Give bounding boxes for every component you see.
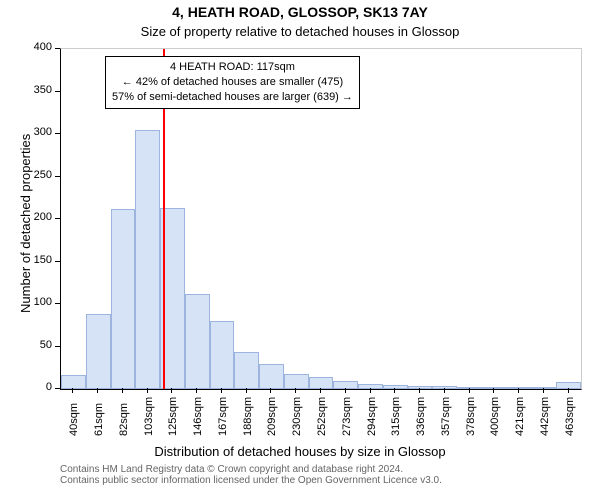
histogram-bar (259, 364, 284, 390)
footer-line-1: Contains HM Land Registry data © Crown c… (60, 464, 442, 475)
x-tick-mark (493, 388, 494, 393)
histogram-bar (333, 381, 358, 389)
x-tick-mark (370, 388, 371, 393)
x-tick-mark (444, 388, 445, 393)
x-tick-mark (469, 388, 470, 393)
x-tick-mark (72, 388, 73, 393)
x-tick-mark (543, 388, 544, 393)
y-tick-mark (55, 388, 60, 389)
x-tick-label: 230sqm (291, 397, 303, 436)
y-tick-mark (55, 218, 60, 219)
x-tick-label: 336sqm (415, 397, 427, 436)
x-tick-mark (518, 388, 519, 393)
y-tick-mark (55, 48, 60, 49)
x-tick-label: 294sqm (366, 397, 378, 436)
x-tick-mark (568, 388, 569, 393)
histogram-bar (284, 374, 309, 389)
x-tick-label: 103sqm (143, 397, 155, 436)
x-tick-mark (419, 388, 420, 393)
y-tick-mark (55, 303, 60, 304)
callout-line-1: 4 HEATH ROAD: 117sqm (112, 60, 353, 75)
x-tick-label: 315sqm (390, 397, 402, 436)
y-tick-mark (55, 261, 60, 262)
x-tick-label: 40sqm (68, 403, 80, 436)
y-tick-mark (55, 133, 60, 134)
x-tick-mark (394, 388, 395, 393)
callout-line-3: 57% of semi-detached houses are larger (… (112, 90, 353, 105)
x-tick-label: 273sqm (341, 397, 353, 436)
histogram-bar (210, 321, 235, 389)
x-tick-label: 82sqm (118, 403, 130, 436)
x-tick-mark (270, 388, 271, 393)
x-tick-mark (97, 388, 98, 393)
chart-container: 4, HEATH ROAD, GLOSSOP, SK13 7AY Size of… (0, 0, 600, 500)
y-axis-label: Number of detached properties (18, 134, 33, 313)
y-tick-mark (55, 91, 60, 92)
y-tick-label: 400 (0, 41, 52, 53)
x-tick-label: 421sqm (514, 397, 526, 436)
histogram-bar (358, 384, 383, 389)
histogram-bar (86, 314, 111, 389)
annotation-callout: 4 HEATH ROAD: 117sqm ← 42% of detached h… (105, 56, 360, 109)
x-tick-label: 209sqm (266, 397, 278, 436)
histogram-bar (135, 130, 160, 389)
x-tick-label: 146sqm (192, 397, 204, 436)
y-tick-mark (55, 176, 60, 177)
x-tick-mark (122, 388, 123, 393)
footer-attribution: Contains HM Land Registry data © Crown c… (60, 464, 442, 486)
x-tick-mark (345, 388, 346, 393)
chart-title: 4, HEATH ROAD, GLOSSOP, SK13 7AY (0, 4, 600, 20)
chart-subtitle: Size of property relative to detached ho… (0, 24, 600, 39)
histogram-bar (531, 387, 556, 389)
histogram-bar (457, 387, 482, 389)
x-tick-mark (171, 388, 172, 393)
x-tick-label: 378sqm (465, 397, 477, 436)
y-tick-mark (55, 346, 60, 347)
callout-line-2: ← 42% of detached houses are smaller (47… (112, 75, 353, 90)
x-tick-mark (320, 388, 321, 393)
y-tick-label: 0 (0, 381, 52, 393)
histogram-bar (432, 386, 457, 389)
x-tick-label: 61sqm (93, 403, 105, 436)
x-tick-label: 188sqm (242, 397, 254, 436)
x-tick-label: 167sqm (217, 397, 229, 436)
x-axis-label: Distribution of detached houses by size … (0, 444, 600, 459)
x-tick-label: 357sqm (440, 397, 452, 436)
histogram-bar (111, 209, 136, 389)
x-tick-label: 400sqm (489, 397, 501, 436)
x-tick-mark (196, 388, 197, 393)
histogram-bar (185, 294, 210, 389)
x-tick-label: 463sqm (564, 397, 576, 436)
histogram-bar (556, 382, 581, 389)
y-tick-label: 50 (0, 339, 52, 351)
histogram-bar (61, 375, 86, 389)
x-tick-mark (147, 388, 148, 393)
x-tick-label: 442sqm (539, 397, 551, 436)
x-tick-label: 252sqm (316, 397, 328, 436)
x-tick-mark (221, 388, 222, 393)
x-tick-label: 125sqm (167, 397, 179, 436)
x-tick-mark (295, 388, 296, 393)
y-tick-label: 350 (0, 84, 52, 96)
histogram-bar (234, 352, 259, 389)
x-tick-mark (246, 388, 247, 393)
footer-line-2: Contains public sector information licen… (60, 475, 442, 486)
